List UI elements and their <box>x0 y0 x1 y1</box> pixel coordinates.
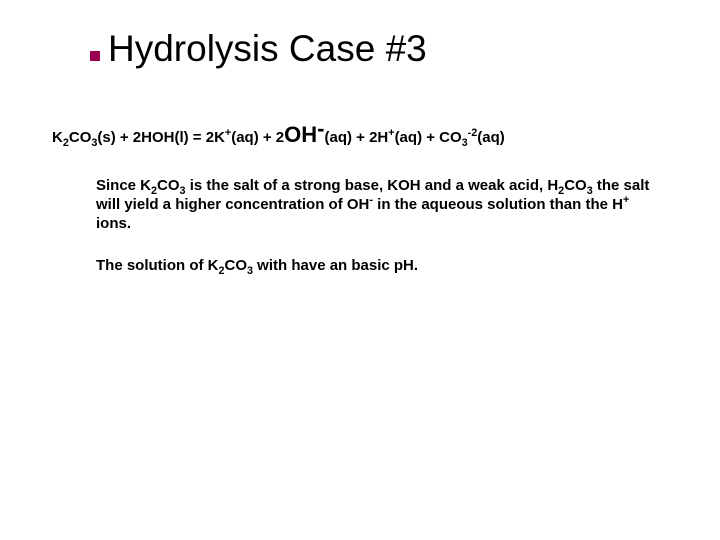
eq-text: (aq) + CO <box>395 129 462 146</box>
eq-big: OH <box>284 122 317 147</box>
p-text: ions. <box>96 215 131 232</box>
paragraph-1: Since K2CO3 is the salt of a strong base… <box>96 176 656 234</box>
p-text: Since K <box>96 177 151 194</box>
eq-text: (aq) <box>477 129 505 146</box>
p-text: CO <box>564 177 587 194</box>
title-row: Hydrolysis Case #3 <box>90 28 670 70</box>
eq-text: K <box>52 129 63 146</box>
eq-text: (aq) + 2H <box>324 129 388 146</box>
p-text: CO <box>225 257 248 274</box>
p-text: with have an basic pH. <box>253 257 418 274</box>
p-text: The solution of K <box>96 257 218 274</box>
bullet-icon <box>90 51 100 61</box>
paragraph-2: The solution of K2CO3 with have an basic… <box>96 256 656 275</box>
equation: K2CO3(s) + 2HOH(l) = 2K+(aq) + 2OH-(aq) … <box>52 122 670 148</box>
slide: Hydrolysis Case #3 K2CO3(s) + 2HOH(l) = … <box>0 0 720 540</box>
p-sup: + <box>623 194 629 206</box>
p-text: is the salt of a strong base, KOH and a … <box>186 177 559 194</box>
p-text: in the aqueous solution than the H <box>373 196 623 213</box>
slide-title: Hydrolysis Case #3 <box>108 28 427 70</box>
eq-text: (s) + 2HOH(l) = 2K <box>97 129 225 146</box>
eq-text: (aq) + 2 <box>231 129 284 146</box>
eq-text: CO <box>69 129 92 146</box>
eq-sup: -2 <box>468 127 478 139</box>
p-text: CO <box>157 177 180 194</box>
